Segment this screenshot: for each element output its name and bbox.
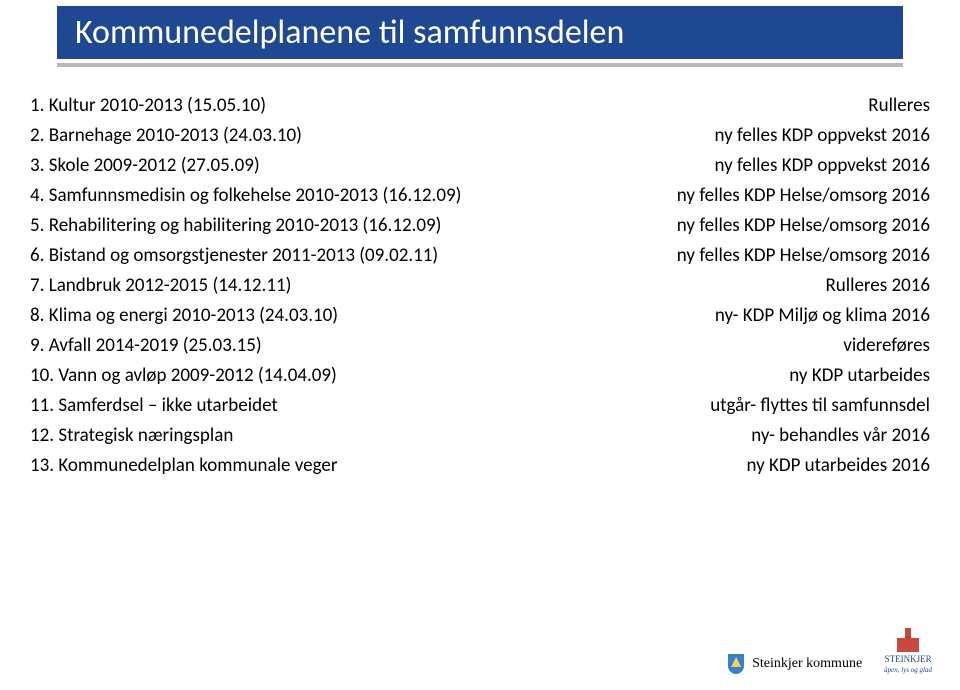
page-title: Kommunedelplanene til samfunnsdelen [75, 12, 903, 53]
item-right: Rulleres [868, 91, 930, 121]
item-left: 13. Kommunedelplan kommunale veger [30, 451, 349, 481]
steinkjer-logo: STEINKJER åpen, lys og glad [884, 628, 932, 674]
list-item: 4. Samfunnsmedisin og folkehelse 2010-20… [30, 181, 930, 211]
item-right: ny felles KDP Helse/omsorg 2016 [677, 181, 930, 211]
list-item: 11. Samferdsel – ikke utarbeidet utgår- … [30, 391, 930, 421]
list-item: 3. Skole 2009-2012 (27.05.09) ny felles … [30, 151, 930, 181]
item-right: Rulleres 2016 [825, 271, 930, 301]
steinkjer-logo-tag: åpen, lys og glad [884, 666, 932, 674]
item-left: 1. Kultur 2010-2013 (15.05.10) [30, 91, 278, 121]
list-item: 10. Vann og avløp 2009-2012 (14.04.09) n… [30, 361, 930, 391]
item-right: ny KDP utarbeides 2016 [746, 451, 930, 481]
item-right: ny felles KDP oppvekst 2016 [715, 121, 930, 151]
item-right: ny felles KDP Helse/omsorg 2016 [677, 241, 930, 271]
item-right: ny felles KDP Helse/omsorg 2016 [677, 211, 930, 241]
item-right: ny KDP utarbeides [789, 361, 930, 391]
footer: Steinkjer kommune STEINKJER åpen, lys og… [728, 628, 932, 674]
item-left: 7. Landbruk 2012-2015 (14.12.11) [30, 271, 303, 301]
list-item: 12. Strategisk næringsplan ny- behandles… [30, 421, 930, 451]
list-item: 5. Rehabilitering og habilitering 2010-2… [30, 211, 930, 241]
shield-icon [728, 654, 744, 674]
item-left: 9. Avfall 2014-2019 (25.03.15) [30, 331, 274, 361]
list-item: 7. Landbruk 2012-2015 (14.12.11) Rullere… [30, 271, 930, 301]
item-right: ny- behandles vår 2016 [751, 421, 930, 451]
kommune-logo: Steinkjer kommune [728, 654, 862, 674]
steinkjer-logo-name: STEINKJER [885, 654, 932, 664]
list-item: 1. Kultur 2010-2013 (15.05.10) Rulleres [30, 91, 930, 121]
item-left: 12. Strategisk næringsplan [30, 421, 245, 451]
kommune-logo-text: Steinkjer kommune [752, 656, 862, 672]
list-item: 9. Avfall 2014-2019 (25.03.15) viderefør… [30, 331, 930, 361]
item-right: videreføres [843, 331, 930, 361]
content-list: 1. Kultur 2010-2013 (15.05.10) Rulleres … [0, 63, 960, 481]
title-band: Kommunedelplanene til samfunnsdelen [57, 6, 903, 63]
list-item: 13. Kommunedelplan kommunale veger ny KD… [30, 451, 930, 481]
item-left: 11. Samferdsel – ikke utarbeidet [30, 391, 290, 421]
list-item: 8. Klima og energi 2010-2013 (24.03.10) … [30, 301, 930, 331]
item-left: 8. Klima og energi 2010-2013 (24.03.10) [30, 301, 350, 331]
item-left: 10. Vann og avløp 2009-2012 (14.04.09) [30, 361, 349, 391]
item-right: ny- KDP Miljø og klima 2016 [715, 301, 930, 331]
item-left: 2. Barnehage 2010-2013 (24.03.10) [30, 121, 314, 151]
item-right: ny felles KDP oppvekst 2016 [715, 151, 930, 181]
church-icon [897, 628, 919, 652]
item-left: 4. Samfunnsmedisin og folkehelse 2010-20… [30, 181, 473, 211]
item-left: 3. Skole 2009-2012 (27.05.09) [30, 151, 272, 181]
item-left: 6. Bistand og omsorgstjenester 2011-2013… [30, 241, 450, 271]
item-left: 5. Rehabilitering og habilitering 2010-2… [30, 211, 453, 241]
item-right: utgår- flyttes til samfunnsdel [710, 391, 930, 421]
list-item: 6. Bistand og omsorgstjenester 2011-2013… [30, 241, 930, 271]
list-item: 2. Barnehage 2010-2013 (24.03.10) ny fel… [30, 121, 930, 151]
